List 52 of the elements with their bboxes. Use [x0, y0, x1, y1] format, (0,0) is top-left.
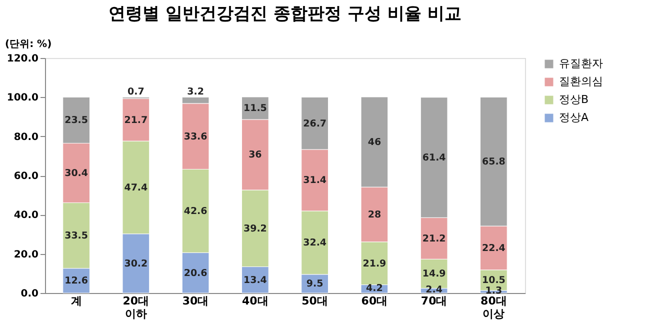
data-label: 31.4: [303, 175, 327, 186]
data-label: 21.2: [422, 233, 446, 244]
data-label: 20.6: [184, 268, 208, 279]
y-tick-label: 100.0: [6, 92, 39, 104]
data-label: 12.6: [64, 276, 88, 287]
y-tick-label: 0.0: [20, 288, 39, 300]
x-tick-label: 30대: [182, 294, 209, 308]
y-tick-label: 120.0: [6, 54, 39, 64]
data-label: 21.9: [362, 258, 386, 270]
data-label: 10.5: [482, 275, 506, 286]
data-label: 39.2: [243, 223, 267, 234]
data-label: 42.6: [184, 206, 208, 217]
data-label: 13.4: [243, 274, 268, 286]
data-label: 47.4: [124, 182, 148, 194]
data-label: 33.6: [184, 131, 208, 142]
legend-label: 정상B: [559, 93, 589, 106]
data-label: 30.4: [64, 168, 88, 179]
data-label: 4.2: [366, 282, 383, 294]
data-label: 1.3: [485, 286, 502, 297]
y-tick-label: 60.0: [14, 171, 39, 182]
data-label: 28: [368, 209, 382, 220]
legend-label: 질환의심: [559, 75, 603, 88]
chart-title: 연령별 일반건강검진 종합판정 구성 비율 비교: [108, 4, 462, 24]
data-label: 65.8: [482, 156, 506, 168]
data-label: 0.7: [128, 86, 144, 98]
data-label: 32.4: [303, 238, 327, 249]
x-tick-label: 20대 이하: [122, 294, 150, 320]
x-tick-label: 70대: [420, 294, 448, 308]
x-tick-label: 60대: [361, 294, 388, 308]
text: (단위: %): [5, 39, 52, 50]
data-label: 46: [368, 137, 382, 148]
data-label: 3.2: [187, 86, 204, 98]
data-label: 26.7: [303, 118, 327, 130]
x-tick-label: 계: [70, 294, 82, 308]
legend-label: 정상A: [559, 111, 589, 124]
data-label: 33.5: [64, 230, 88, 242]
x-tick-label: 50대: [302, 294, 328, 308]
data-label: 61.4: [422, 152, 446, 164]
data-label: 11.5: [243, 103, 267, 114]
data-label: 30.2: [124, 258, 148, 270]
y-tick-label: 40.0: [14, 210, 39, 222]
data-label: 21.7: [124, 114, 148, 126]
x-tick-label: 80대 이상: [480, 294, 507, 320]
data-label: 14.9: [422, 268, 446, 280]
x-tick-label: 40대: [242, 294, 268, 308]
y-tick-label: 20.0: [14, 249, 39, 260]
data-label: 23.5: [64, 115, 88, 126]
data-label: 36: [248, 150, 262, 161]
legend-label: 유질환자: [559, 57, 603, 70]
data-label: 9.5: [306, 278, 324, 290]
data-label: 22.4: [482, 242, 506, 254]
y-tick-label: 80.0: [14, 132, 39, 143]
